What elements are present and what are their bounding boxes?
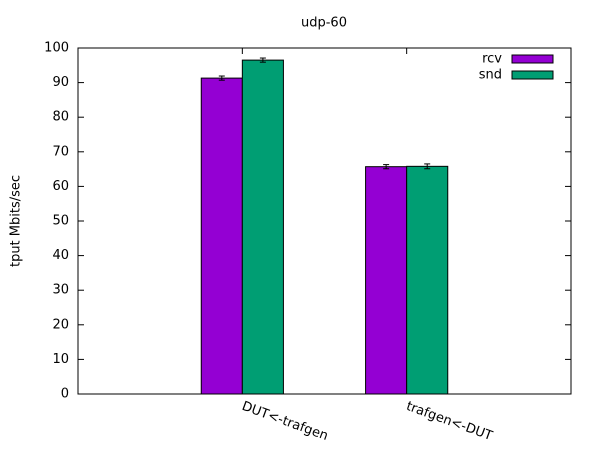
error-bar — [218, 75, 225, 81]
plot-frame — [77, 47, 572, 395]
y-tick-label: 90 — [52, 75, 69, 90]
y-tick-label: 40 — [52, 248, 69, 263]
y-axis-label: tput Mbits/sec — [9, 175, 24, 267]
chart-title: udp-60 — [301, 16, 347, 31]
y-tick-label: 0 — [61, 387, 69, 402]
error-bar — [424, 163, 431, 170]
y-tick-label: 50 — [52, 214, 69, 229]
y-tick-label: 80 — [52, 110, 69, 125]
y-tick-label: 20 — [52, 317, 69, 332]
y-tick-label: 10 — [52, 352, 69, 367]
bar — [406, 165, 449, 395]
error-bar — [383, 164, 390, 170]
x-tick-label: DUT<-trafgen — [240, 399, 330, 444]
bar — [365, 166, 408, 395]
legend-label: rcv — [482, 52, 502, 67]
error-bar — [259, 57, 266, 63]
y-tick-label: 70 — [52, 144, 69, 159]
bar — [200, 77, 243, 395]
bar — [241, 59, 284, 395]
y-tick-label: 60 — [52, 179, 69, 194]
x-tick-label: trafgen<-DUT — [404, 399, 494, 444]
y-tick-label: 100 — [44, 41, 69, 56]
legend-swatch — [511, 54, 554, 64]
legend-swatch — [511, 70, 554, 80]
legend-label: snd — [479, 68, 502, 83]
y-tick-label: 30 — [52, 283, 69, 298]
